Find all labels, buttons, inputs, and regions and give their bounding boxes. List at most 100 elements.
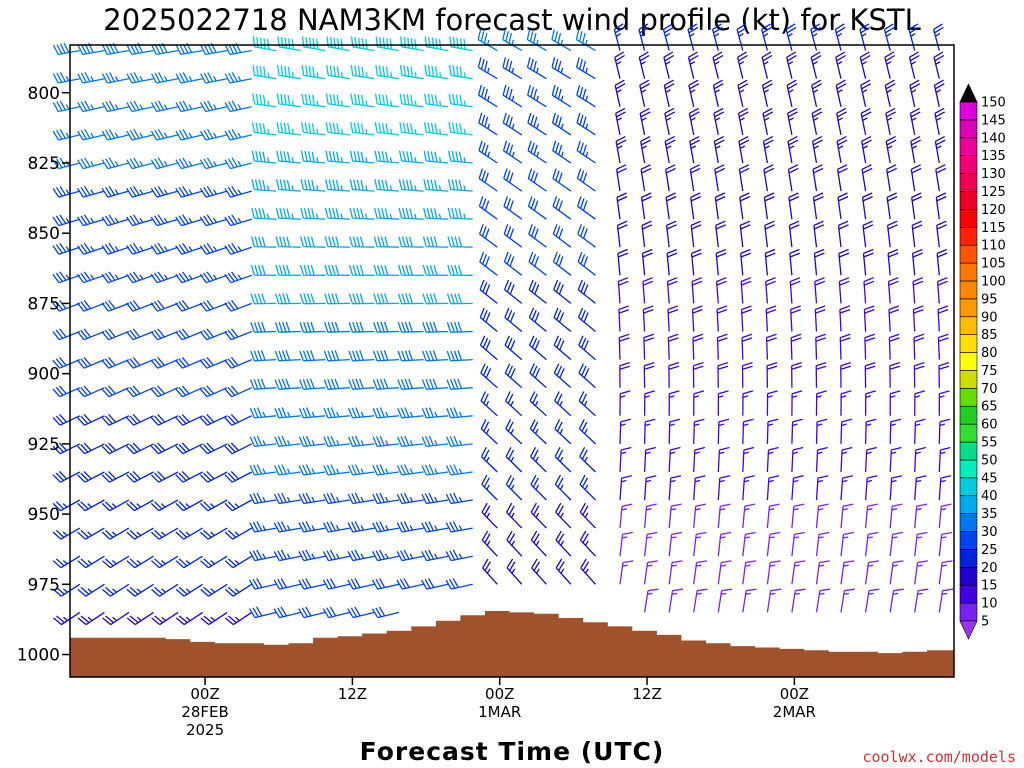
wind-barb-path [398, 264, 424, 276]
wind-barb [643, 333, 655, 360]
wind-barb [643, 446, 656, 473]
wind-barb-path [619, 361, 630, 388]
wind-barb [323, 378, 350, 390]
wind-barb-path [102, 611, 130, 626]
wind-barb [790, 305, 802, 332]
wind-barb [446, 407, 473, 419]
wind-barb [323, 464, 350, 476]
wind-barb [347, 492, 375, 505]
wind-barb-path [199, 328, 228, 341]
colorbar-swatch [959, 584, 978, 604]
wind-barb [579, 446, 596, 473]
wind-barb [322, 578, 351, 590]
wind-barb-path [691, 305, 703, 332]
wind-barb [742, 446, 755, 473]
wind-barb [640, 136, 651, 164]
wind-barb-path [815, 531, 830, 557]
wind-barb-path [789, 277, 801, 304]
wind-barb-path [717, 531, 732, 557]
wind-barb-path [448, 150, 473, 164]
wind-barb-path [790, 305, 802, 332]
wind-barb-path [101, 242, 130, 255]
wind-barb-path [668, 588, 683, 613]
colorbar-swatch [959, 209, 978, 228]
wind-barb-path [766, 531, 781, 557]
wind-barb-path [151, 611, 179, 626]
wind-barb [175, 442, 203, 455]
wind-barb [298, 521, 326, 533]
wind-barb [639, 79, 651, 107]
wind-barb [77, 611, 105, 626]
wind-barb-path [837, 220, 849, 248]
wind-barb [76, 242, 105, 255]
wind-barb [481, 530, 498, 557]
wind-barb [126, 555, 154, 569]
colorbar-swatch [959, 262, 978, 282]
wind-barb [791, 390, 803, 416]
wind-barb [643, 418, 656, 444]
wind-barb-path [864, 333, 876, 360]
wind-barb-path [251, 150, 277, 164]
wind-barb-path [912, 277, 924, 304]
wind-barb [274, 407, 301, 419]
wind-barb-path [421, 549, 449, 562]
wind-barb [766, 503, 780, 529]
wind-barb-path [398, 179, 424, 192]
wind-barb [505, 474, 523, 501]
colorbar-label: 85 [981, 328, 998, 343]
wind-barb [886, 192, 898, 220]
wind-barb-path [740, 248, 751, 276]
wind-barb [274, 492, 301, 505]
wind-barb-path [551, 57, 572, 80]
colorbar-label: 10 [981, 597, 998, 612]
wind-barb [662, 23, 674, 51]
wind-barb-path [481, 530, 498, 557]
wind-barb [199, 214, 228, 227]
wind-barb [199, 185, 228, 198]
wind-barb-path [421, 492, 449, 505]
wind-barb [276, 150, 301, 164]
wind-barb-path [298, 492, 326, 505]
wind-barb-path [249, 606, 277, 619]
wind-barb-path [373, 264, 400, 276]
wind-barb [668, 361, 680, 388]
wind-barb [323, 321, 350, 333]
colorbar-swatch [959, 244, 978, 264]
wind-barb [883, 23, 895, 51]
wind-barb [836, 164, 848, 192]
wind-barb-path [447, 236, 473, 248]
wind-barb [864, 333, 876, 360]
wind-barb [864, 475, 878, 501]
wind-barb [528, 224, 547, 248]
wind-barb-path [199, 413, 228, 426]
wind-barb-path [150, 527, 179, 540]
wind-barb [76, 300, 105, 312]
wind-barb [619, 560, 634, 585]
wind-barb-path [614, 79, 626, 107]
wind-barb-path [506, 502, 523, 529]
wind-barb-path [938, 361, 950, 388]
wind-barb-path [77, 583, 105, 597]
x-tick-label: 1MAR [478, 703, 521, 721]
wind-barb [200, 72, 228, 84]
wind-barb-path [251, 121, 277, 136]
wind-barb [421, 492, 449, 505]
x-tick-label: 00Z [190, 685, 219, 703]
colorbar-swatch [959, 280, 978, 300]
wind-barb [840, 560, 855, 585]
colorbar-label: 50 [981, 453, 998, 468]
wind-barb-path [552, 251, 572, 276]
wind-barb-path [552, 196, 572, 220]
wind-barb [199, 499, 228, 512]
wind-barb-path [913, 361, 925, 388]
wind-barb [126, 470, 154, 483]
wind-barb-path [834, 23, 846, 51]
wind-barb-path [936, 277, 948, 304]
wind-barb-path [908, 23, 920, 51]
wind-barb-path [577, 251, 596, 276]
wind-barb [785, 23, 797, 51]
wind-barb [347, 578, 375, 590]
wind-barb [889, 361, 901, 388]
wind-barb [811, 79, 822, 107]
